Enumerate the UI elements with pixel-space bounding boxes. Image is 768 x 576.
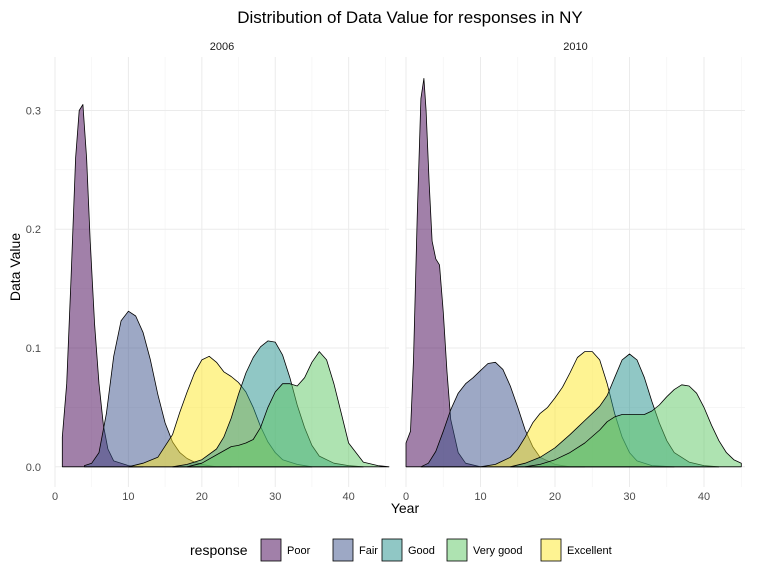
legend-title: response — [190, 542, 248, 558]
legend-label-poor: Poor — [287, 545, 311, 557]
y-tick-label: 0.0 — [26, 462, 41, 474]
x-tick-label: 40 — [698, 491, 710, 503]
density-very-good — [524, 384, 742, 468]
legend-label-excellent: Excellent — [567, 545, 612, 557]
legend: response Poor Fair Good Very good Excellent — [190, 538, 612, 562]
legend-swatch-good — [381, 538, 403, 562]
x-tick-label: 30 — [623, 491, 635, 503]
density-very-good — [186, 351, 390, 468]
chart-title: Distribution of Data Value for responses… — [237, 8, 583, 27]
x-tick-label: 0 — [52, 491, 58, 503]
facet-panel-2006: 2006 0 10 20 30 40 0.0 0.1 0.2 0.3 — [26, 41, 390, 503]
x-tick-label: 0 — [403, 491, 409, 503]
x-tick-label: 20 — [549, 491, 561, 503]
legend-swatch-fair — [332, 538, 354, 562]
x-tick-label: 40 — [343, 491, 355, 503]
legend-label-fair: Fair — [359, 545, 378, 557]
y-tick-label: 0.2 — [26, 224, 41, 236]
facet-label: 2006 — [210, 41, 234, 53]
x-tick-label: 30 — [269, 491, 281, 503]
facet-label: 2010 — [563, 41, 587, 53]
y-tick-label: 0.3 — [26, 105, 41, 117]
legend-swatch-very-good — [446, 538, 468, 562]
y-tick-label: 0.1 — [26, 343, 41, 355]
legend-label-good: Good — [408, 545, 435, 557]
legend-label-very-good: Very good — [473, 545, 523, 557]
x-tick-label: 20 — [196, 491, 208, 503]
x-axis-title: Year — [391, 500, 420, 516]
x-tick-label: 10 — [122, 491, 134, 503]
legend-swatch-excellent — [540, 538, 562, 562]
facet-panel-2010: 2010 0 10 20 30 40 — [403, 41, 745, 503]
y-axis-title: Data Value — [7, 233, 23, 301]
x-tick-label: 10 — [474, 491, 486, 503]
legend-swatch-poor — [260, 538, 282, 562]
